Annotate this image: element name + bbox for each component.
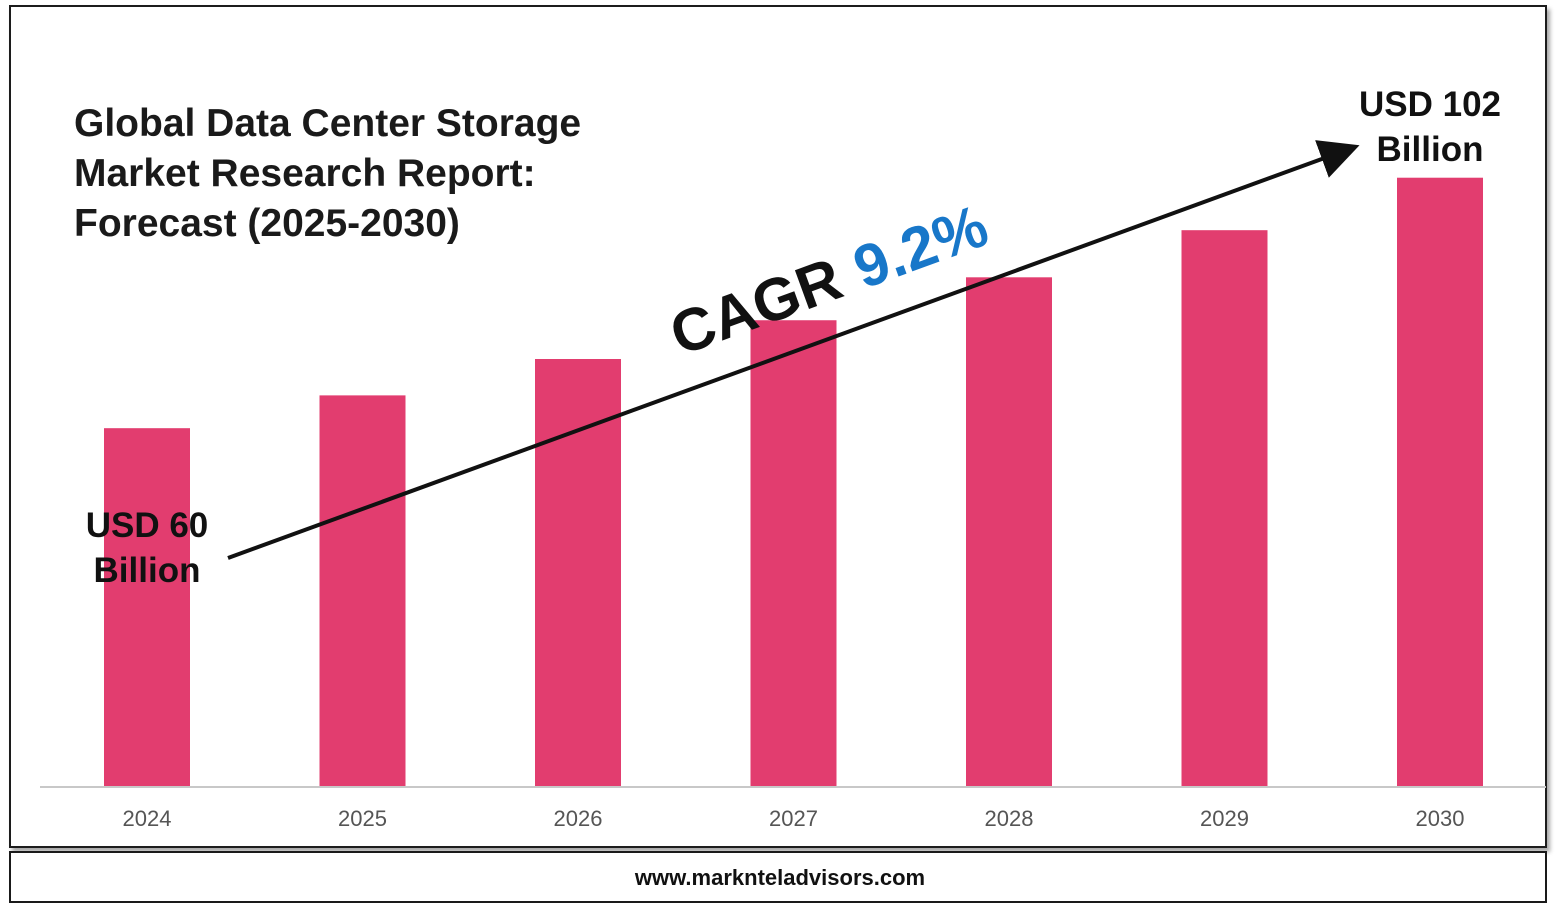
bar-2025 (319, 395, 406, 786)
bar-2028 (966, 277, 1052, 786)
bar-2024 (104, 428, 190, 786)
bars-group (104, 177, 1483, 786)
x-tick-2027: 2027 (769, 806, 818, 831)
x-axis-ticks: 2024 2025 2026 2027 2028 2029 2030 (123, 806, 1465, 831)
start-value-line-1: USD 60 (86, 506, 209, 545)
x-tick-2030: 2030 (1416, 806, 1465, 831)
chart-title-line-1: Global Data Center Storage (74, 102, 581, 145)
footer-border (9, 851, 1547, 903)
bar-2027 (750, 320, 837, 786)
end-value-line-1: USD 102 (1359, 85, 1501, 124)
footer-url[interactable]: www.marknteladvisors.com (634, 865, 925, 890)
trend-arrow (227, 140, 1360, 560)
x-tick-2024: 2024 (123, 806, 172, 831)
x-tick-2026: 2026 (554, 806, 603, 831)
x-tick-2028: 2028 (985, 806, 1034, 831)
x-tick-2025: 2025 (338, 806, 387, 831)
chart-title-line-2: Market Research Report: (74, 152, 536, 195)
start-value-line-2: Billion (94, 551, 201, 590)
bar-2026 (535, 359, 621, 786)
chart-title-line-3: Forecast (2025-2030) (74, 202, 460, 245)
bar-2029 (1181, 230, 1268, 786)
x-tick-2029: 2029 (1200, 806, 1249, 831)
bar-2030 (1397, 177, 1483, 786)
end-value-line-2: Billion (1377, 130, 1484, 169)
